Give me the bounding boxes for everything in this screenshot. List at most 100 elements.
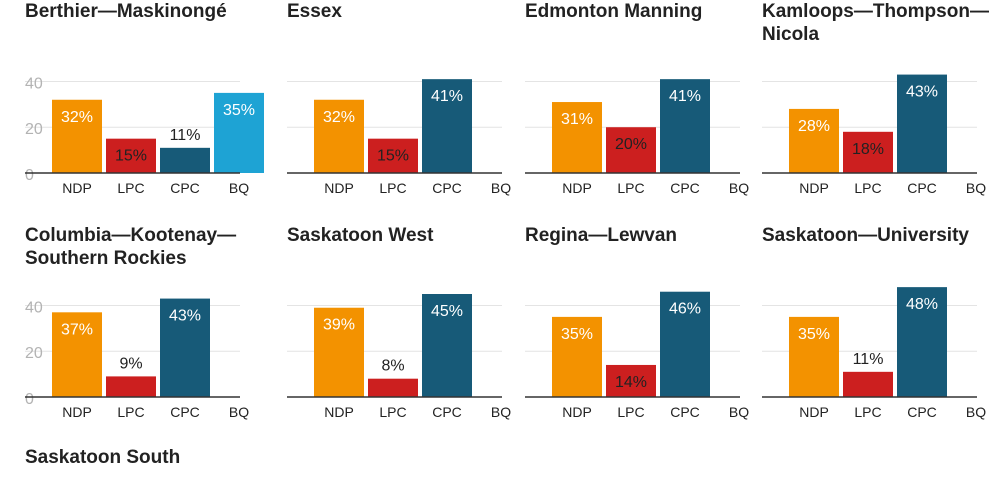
x-tick-label: BQ — [966, 404, 986, 420]
chart-title: Berthier—Maskinongé — [25, 1, 227, 22]
data-label: 20% — [615, 136, 647, 153]
data-label: 32% — [61, 109, 93, 126]
bar-cpc — [897, 287, 947, 397]
data-label: 35% — [561, 326, 593, 343]
x-tick-label: CPC — [170, 180, 200, 196]
bar-cpc — [897, 74, 947, 173]
y-tick-label: 20 — [25, 345, 43, 362]
data-label: 11% — [170, 127, 201, 144]
x-tick-label: NDP — [799, 180, 829, 196]
bar-bq — [214, 92, 264, 173]
data-label: 32% — [323, 109, 355, 126]
data-label: 35% — [223, 102, 255, 119]
y-tick-label: 40 — [25, 75, 43, 92]
data-label: 43% — [906, 84, 938, 101]
x-tick-label: BQ — [229, 180, 249, 196]
bar-cpc — [422, 294, 472, 397]
x-tick-label: CPC — [907, 180, 937, 196]
chart-title: Edmonton Manning — [525, 1, 703, 22]
x-tick-label: NDP — [62, 180, 92, 196]
bar-chart: 0 20 40 37% NDP 9% LPC 43% CPC BQ — [25, 298, 249, 420]
data-label: 37% — [61, 321, 93, 338]
x-tick-label: NDP — [324, 180, 354, 196]
bar-ndp — [314, 99, 364, 173]
x-tick-label: CPC — [670, 404, 700, 420]
data-label: 35% — [798, 326, 830, 343]
x-tick-label: LPC — [854, 404, 881, 420]
x-tick-label: LPC — [117, 180, 144, 196]
x-tick-label: BQ — [729, 404, 749, 420]
bar-ndp — [789, 108, 839, 173]
data-label: 14% — [615, 374, 647, 391]
x-tick-label: LPC — [379, 180, 406, 196]
bar-lpc — [106, 376, 156, 397]
x-tick-label: LPC — [617, 180, 644, 196]
chart-title: Columbia—Kootenay—Southern Rockies — [25, 225, 237, 269]
data-label: 11% — [853, 351, 884, 368]
chart-title: Regina—Lewvan — [525, 225, 678, 246]
bar-lpc — [106, 138, 156, 173]
x-tick-label: NDP — [62, 404, 92, 420]
data-label: 31% — [561, 111, 593, 128]
x-tick-label: CPC — [432, 404, 462, 420]
bar-ndp — [52, 99, 102, 173]
x-tick-label: BQ — [491, 180, 511, 196]
data-label: 18% — [852, 141, 884, 158]
bar-chart: 31% NDP 20% LPC 41% CPC BQ — [525, 79, 749, 196]
bar-cpc — [660, 291, 710, 397]
bar-chart: 32% NDP 15% LPC 41% CPC BQ — [287, 79, 511, 196]
chart-title: Kamloops—Thompson—Nicola — [762, 1, 989, 45]
bar-chart: 35% NDP 11% LPC 48% CPC BQ — [762, 287, 986, 420]
x-tick-label: BQ — [966, 180, 986, 196]
x-tick-label: BQ — [229, 404, 249, 420]
x-tick-label: LPC — [379, 404, 406, 420]
bar-ndp — [789, 316, 839, 397]
bar-lpc — [606, 364, 656, 397]
x-tick-label: CPC — [670, 180, 700, 196]
bar-cpc — [160, 298, 210, 397]
bar-cpc — [422, 79, 472, 173]
bar-ndp — [552, 102, 602, 173]
chart-title: Saskatoon West — [287, 225, 434, 246]
y-tick-label: 0 — [25, 391, 34, 408]
bar-chart: 35% NDP 14% LPC 46% CPC BQ — [525, 291, 749, 420]
data-label: 15% — [115, 148, 147, 165]
bar-lpc — [368, 138, 418, 173]
x-tick-label: NDP — [324, 404, 354, 420]
data-label: 43% — [169, 308, 201, 325]
chart-title: Saskatoon—University — [762, 225, 969, 246]
bar-ndp — [314, 307, 364, 397]
bar-lpc — [843, 371, 893, 397]
bar-ndp — [52, 312, 102, 397]
bar-chart: 0 20 40 32% NDP 15% LPC 11% CPC 35% BQ — [25, 75, 264, 196]
bar-lpc — [368, 378, 418, 397]
bar-lpc — [606, 127, 656, 173]
bar-lpc — [843, 131, 893, 173]
x-tick-label: NDP — [799, 404, 829, 420]
x-tick-label: CPC — [907, 404, 937, 420]
data-label: 48% — [906, 296, 938, 313]
bar-chart: 39% NDP 8% LPC 45% CPC BQ — [287, 294, 511, 420]
data-label: 41% — [669, 88, 701, 105]
y-tick-label: 20 — [25, 121, 43, 138]
bar-chart: 28% NDP 18% LPC 43% CPC BQ — [762, 74, 986, 196]
x-tick-label: CPC — [170, 404, 200, 420]
x-tick-label: LPC — [117, 404, 144, 420]
chart-title: Saskatoon South — [25, 447, 181, 468]
y-tick-label: 40 — [25, 299, 43, 316]
chart-title: Essex — [287, 1, 342, 22]
x-tick-label: BQ — [729, 180, 749, 196]
bar-cpc — [660, 79, 710, 173]
data-label: 41% — [431, 88, 463, 105]
x-tick-label: NDP — [562, 404, 592, 420]
data-label: 8% — [381, 358, 404, 375]
x-tick-label: BQ — [491, 404, 511, 420]
x-tick-label: NDP — [562, 180, 592, 196]
data-label: 9% — [119, 355, 142, 372]
data-label: 15% — [377, 148, 409, 165]
x-tick-label: LPC — [854, 180, 881, 196]
data-label: 45% — [431, 303, 463, 320]
bar-ndp — [552, 316, 602, 397]
bar-cpc — [160, 147, 210, 173]
data-label: 39% — [323, 317, 355, 334]
